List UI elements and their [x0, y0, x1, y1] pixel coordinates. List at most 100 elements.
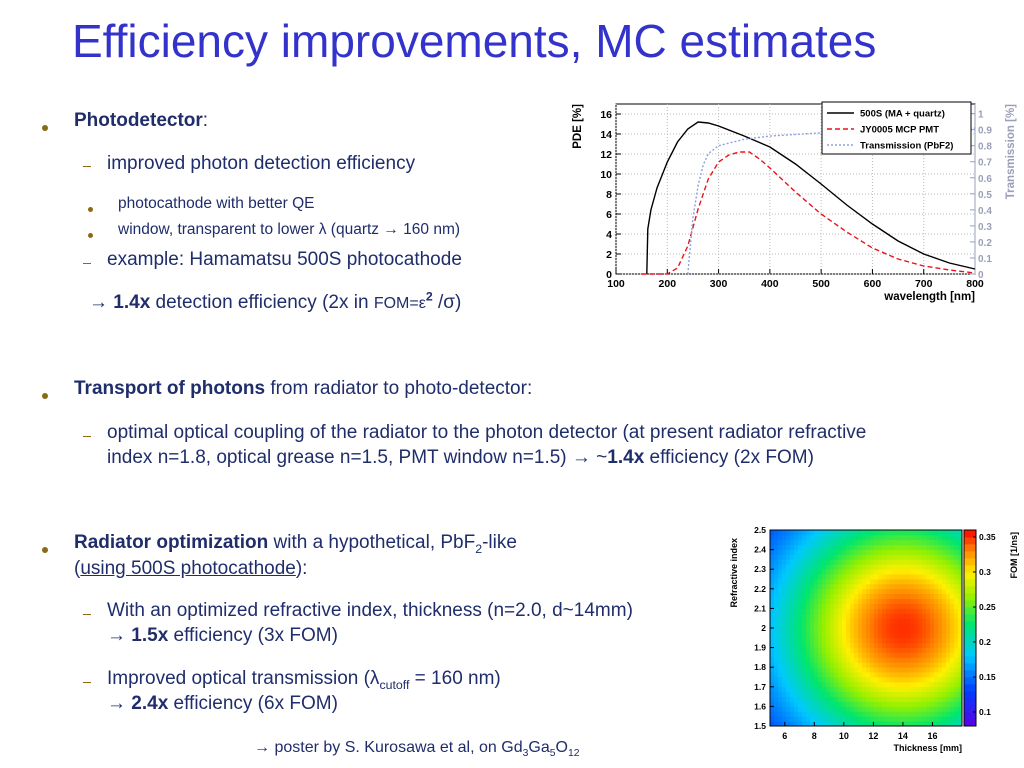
heatmap-cell	[838, 613, 843, 619]
heatmap-cell	[890, 593, 895, 599]
heatmap-cell	[778, 632, 783, 639]
heatmap-cell	[826, 672, 831, 678]
y2-tick-label: 0.9	[978, 126, 992, 137]
heatmap-cell	[874, 667, 879, 673]
heatmap-cell	[902, 657, 907, 663]
heatmap-cell	[794, 691, 799, 697]
heatmap-cell	[774, 686, 779, 693]
heatmap-cell	[866, 681, 871, 688]
heatmap-cell	[882, 613, 887, 619]
heatmap-cell	[846, 662, 851, 668]
heatmap-cell	[906, 588, 911, 595]
heatmap-cell	[822, 593, 827, 599]
y2-tick-label: 0	[978, 270, 984, 281]
heatmap-cell	[858, 559, 863, 565]
series-line	[687, 127, 976, 275]
heatmap-cell	[830, 564, 835, 570]
heatmap-cell	[850, 608, 855, 614]
heatmap-cell	[918, 593, 923, 599]
heatmap-cell	[774, 632, 779, 639]
heatmap-cell	[870, 677, 875, 683]
heatmap-cell	[826, 691, 831, 697]
heatmap-cell	[922, 569, 927, 575]
heatmap-cell	[906, 530, 911, 536]
heatmap-cell	[854, 539, 859, 546]
heatmap-cell	[926, 623, 931, 629]
heatmap-cell	[954, 657, 959, 663]
heatmap-cell	[814, 716, 819, 722]
heatmap-cell	[830, 711, 835, 717]
heatmap-cell	[782, 608, 787, 614]
heatmap-cell	[958, 677, 963, 683]
heatmap-cell	[782, 544, 787, 550]
heatmap-cell	[814, 569, 819, 575]
heatmap-cell	[898, 637, 903, 644]
heatmap-cell	[798, 603, 803, 609]
heatmap-cell	[870, 549, 875, 555]
heatmap-cell	[810, 603, 815, 609]
colorbar-band	[964, 572, 976, 580]
heatmap-cell	[798, 701, 803, 707]
heatmap-cell	[894, 686, 899, 693]
heatmap-cell	[922, 559, 927, 565]
heatmap-cell	[850, 574, 855, 580]
heatmap-cell	[778, 583, 783, 590]
heatmap-cell	[954, 603, 959, 609]
heatmap-cell	[954, 544, 959, 550]
y-tick-label: 1.9	[754, 643, 766, 653]
heatmap-cell	[938, 691, 943, 697]
heatmap-cell	[862, 608, 867, 614]
heatmap-cell	[882, 721, 887, 727]
x-tick-label: 800	[966, 278, 984, 290]
heatmap-cell	[910, 677, 915, 683]
heatmap-cell	[814, 706, 819, 712]
heatmap-cell	[890, 618, 895, 624]
heatmap-cell	[834, 549, 839, 555]
heatmap-cell	[942, 642, 947, 648]
heatmap-cell	[914, 637, 919, 644]
heatmap-cell	[794, 569, 799, 575]
heatmap-cell	[806, 564, 811, 570]
photocathode-link[interactable]: using 500S photocathode	[80, 558, 296, 579]
heatmap-cell	[854, 569, 859, 575]
heatmap-cell	[782, 721, 787, 727]
heatmap-cell	[922, 603, 927, 609]
heatmap-cell	[894, 711, 899, 717]
heatmap-cell	[826, 598, 831, 604]
heatmap-cell	[890, 579, 895, 585]
heatmap-cell	[878, 618, 883, 624]
heatmap-cell	[862, 657, 867, 663]
heatmap-cell	[854, 618, 859, 624]
heatmap-cell	[814, 593, 819, 599]
heatmap-cell	[778, 613, 783, 619]
sub-bullet-dash	[83, 166, 91, 167]
heatmap-cell	[770, 628, 775, 634]
heatmap-cell	[934, 613, 939, 619]
heatmap-cell	[834, 608, 839, 614]
heatmap-cell	[850, 618, 855, 624]
heatmap-cell	[854, 672, 859, 678]
heatmap-cell	[922, 667, 927, 673]
heatmap-cell	[934, 672, 939, 678]
heatmap-cell	[794, 574, 799, 580]
heatmap-cell	[906, 559, 911, 565]
heatmap-cell	[898, 657, 903, 663]
heatmap-cell	[954, 647, 959, 653]
heatmap-cell	[894, 544, 899, 550]
heatmap-cell	[814, 628, 819, 634]
heatmap-cell	[818, 647, 823, 653]
heatmap-cell	[938, 574, 943, 580]
heatmap-cell	[786, 677, 791, 683]
heatmap-cell	[822, 539, 827, 546]
heatmap-cell	[910, 559, 915, 565]
heatmap-cell	[950, 564, 955, 570]
heatmap-cell	[934, 642, 939, 648]
heatmap-cell	[910, 706, 915, 712]
heatmap-cell	[826, 618, 831, 624]
heatmap-cell	[778, 628, 783, 634]
y-tick-label: 4	[606, 229, 612, 241]
heatmap-cell	[922, 652, 927, 658]
heatmap-cell	[778, 647, 783, 653]
heatmap-cell	[874, 598, 879, 604]
heatmap-cell	[786, 534, 791, 541]
